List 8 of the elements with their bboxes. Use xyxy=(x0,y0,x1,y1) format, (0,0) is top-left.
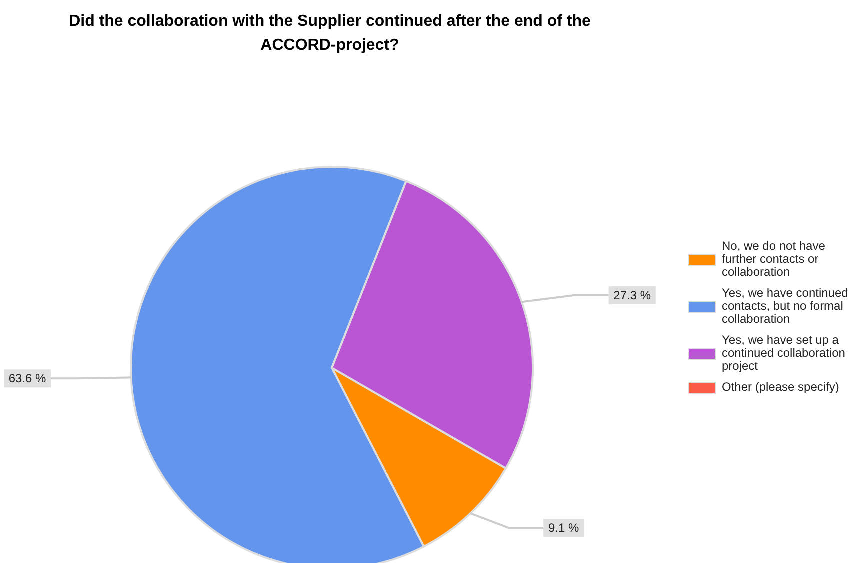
legend-label: No, we do not have further contacts or collaboration xyxy=(722,239,826,279)
chart-title: Did the collaboration with the Supplier continued after the end of the ACCORD-project? xyxy=(68,12,592,56)
data-label: 27.3 % xyxy=(614,288,652,303)
legend-label: Other (please specify) xyxy=(722,380,840,394)
data-label: 63.6 % xyxy=(8,372,47,386)
legend-label: Yes, we have set up a continued collaboration project xyxy=(722,333,846,373)
legend-label: Yes, we have continued contacts, but no formal collaboration xyxy=(722,286,850,326)
data-label: 9.1 % xyxy=(548,520,580,535)
